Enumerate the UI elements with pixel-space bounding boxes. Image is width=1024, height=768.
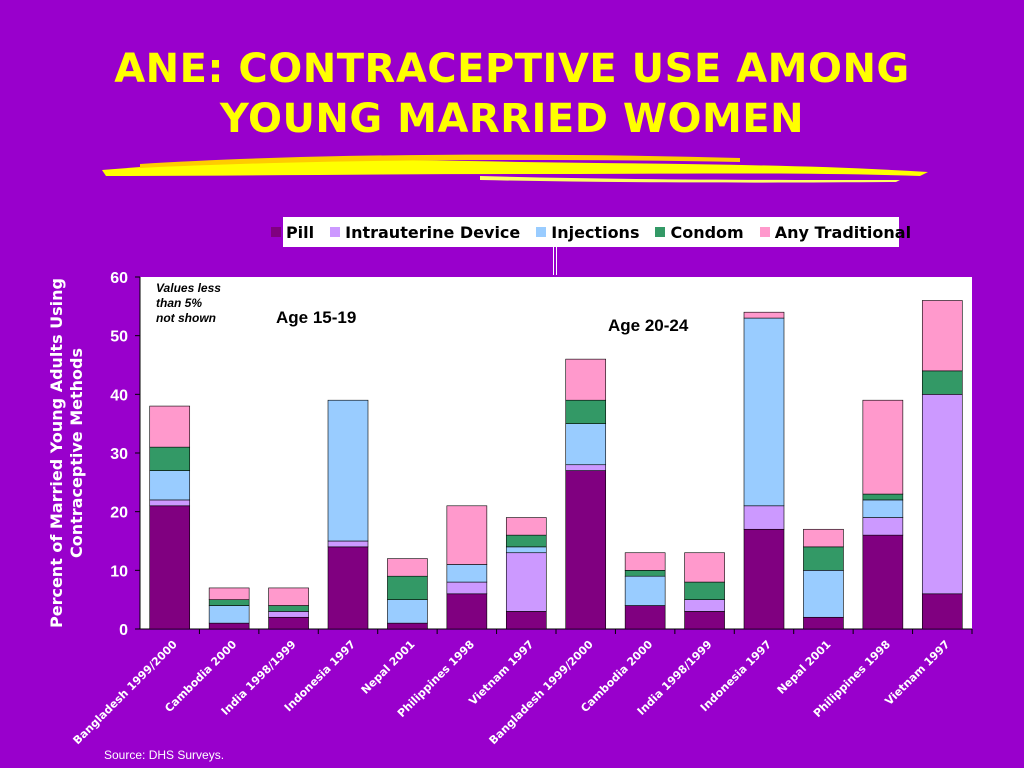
bar-segment-intrauterine-device — [565, 464, 607, 471]
bar-segment-any-traditional — [803, 528, 844, 548]
bar-segment-intrauterine-device — [268, 611, 309, 618]
legend-item-condom: Condom — [655, 222, 744, 242]
bar-segment-any-traditional — [743, 311, 785, 319]
bar-segment-intrauterine-device — [862, 517, 904, 536]
bar-segment-injections — [743, 317, 785, 507]
bar-segment-injections — [387, 599, 428, 624]
y-axis-label: Percent of Married Young Adults UsingCon… — [47, 278, 86, 628]
bar-segment-pill — [743, 528, 785, 630]
bar-segment-condom — [624, 570, 666, 577]
legend-connector — [553, 247, 557, 275]
bar-segment-condom — [921, 370, 963, 395]
legend-item-traditional: Any Traditional — [759, 222, 912, 242]
bar-segment-injections — [565, 423, 607, 466]
bar-segment-any-traditional — [862, 399, 904, 495]
legend-swatch-injections — [536, 227, 547, 237]
bar-segment-any-traditional — [565, 358, 607, 401]
bar-segment-injections — [208, 605, 250, 624]
legend-label-injections: Injections — [551, 222, 640, 242]
bar-segment-injections — [327, 399, 369, 542]
bar-segment-pill — [268, 616, 309, 630]
bar-segment-condom — [268, 605, 309, 612]
bar-segment-injections — [149, 470, 191, 501]
x-tick-label: Nepal 2001 — [359, 638, 418, 697]
bar-segment-intrauterine-device — [446, 581, 488, 595]
legend-label-traditional: Any Traditional — [774, 222, 912, 242]
bar-segment-condom — [505, 534, 547, 548]
bar-segment-pill — [565, 470, 607, 630]
bar-segment-injections — [624, 575, 666, 606]
bar-segment-intrauterine-device — [327, 540, 369, 548]
bar-segment-pill — [505, 611, 547, 630]
bar-segment-any-traditional — [446, 505, 488, 565]
bar-segment-pill — [149, 505, 191, 630]
x-tick-label: Nepal 2001 — [775, 638, 834, 697]
bar-segment-condom — [387, 575, 428, 600]
plot-area — [140, 277, 972, 629]
group-label-age-20-24: Age 20-24 — [608, 316, 689, 335]
bar-segment-any-traditional — [268, 587, 309, 606]
title-line-2: YOUNG MARRIED WOMEN — [219, 96, 805, 142]
x-tick-label: Bangladesh 1999/2000 — [487, 638, 596, 747]
y-tick-label: 10 — [110, 563, 128, 580]
slide-title: ANE: CONTRACEPTIVE USE AMONG YOUNG MARRI… — [0, 44, 1024, 144]
bar-segment-injections — [862, 499, 904, 518]
bar-segment-intrauterine-device — [684, 599, 725, 612]
y-tick-label: 40 — [110, 387, 128, 404]
bar-segment-pill — [803, 616, 844, 630]
y-tick-label: 0 — [119, 622, 128, 639]
legend-swatch-pill — [270, 227, 281, 237]
x-tick-label: Bangladesh 1999/2000 — [71, 638, 180, 747]
bar-segment-intrauterine-device — [149, 499, 191, 507]
bar-segment-injections — [446, 564, 488, 583]
legend-label-condom: Condom — [670, 222, 744, 242]
group-label-age-15-19: Age 15-19 — [276, 308, 356, 327]
y-tick-label: 20 — [110, 505, 128, 522]
bar-segment-condom — [862, 493, 904, 501]
bar-segment-injections — [803, 570, 844, 618]
bar-segment-pill — [208, 622, 250, 630]
bar-segment-pill — [624, 605, 666, 630]
bar-segment-any-traditional — [208, 587, 250, 600]
bar-segment-condom — [208, 599, 250, 606]
bar-segment-any-traditional — [149, 405, 191, 448]
bar-segment-condom — [565, 399, 607, 424]
legend-swatch-iud — [330, 227, 341, 237]
bar-segment-intrauterine-device — [505, 552, 547, 612]
bar-segment-any-traditional — [387, 558, 428, 577]
legend-item-iud: Intrauterine Device — [330, 223, 520, 242]
bar-segment-pill — [862, 534, 904, 630]
brush-stroke-divider — [102, 154, 928, 183]
bar-segment-pill — [921, 593, 963, 630]
bar-segment-intrauterine-device — [921, 394, 963, 595]
bar-segment-injections — [505, 546, 547, 554]
bar-segment-condom — [803, 546, 844, 571]
legend-swatch-condom — [655, 227, 666, 237]
y-tick-label: 50 — [110, 329, 128, 346]
bar-segment-pill — [387, 622, 428, 630]
legend-swatch-traditional — [759, 227, 770, 237]
values-note-annotation: Values less than 5% not shown — [156, 281, 221, 325]
legend-item-pill: Pill — [270, 222, 315, 242]
y-tick-label: 30 — [110, 446, 128, 463]
bar-segment-any-traditional — [684, 552, 725, 583]
bar-segment-pill — [446, 593, 488, 630]
legend-item-injections: Injections — [536, 223, 639, 242]
bar-segment-any-traditional — [505, 517, 547, 536]
legend-label-iud: Intrauterine Device — [345, 222, 521, 242]
title-line-1: ANE: CONTRACEPTIVE USE AMONG — [114, 46, 910, 92]
chart-legend: Pill Intrauterine Device Injections Cond… — [270, 217, 911, 247]
bar-segment-pill — [327, 546, 369, 630]
legend-label-pill: Pill — [285, 222, 315, 242]
y-tick-label: 60 — [110, 270, 128, 287]
bar-segment-any-traditional — [921, 300, 963, 372]
x-tick-label: Vietnam 1997 — [882, 638, 952, 708]
bar-segment-any-traditional — [624, 552, 666, 571]
bar-segment-intrauterine-device — [743, 505, 785, 530]
bar-segment-pill — [684, 611, 725, 630]
source-note: Source: DHS Surveys. — [104, 748, 225, 762]
bar-segment-condom — [149, 446, 191, 471]
bar-segment-condom — [684, 581, 725, 600]
